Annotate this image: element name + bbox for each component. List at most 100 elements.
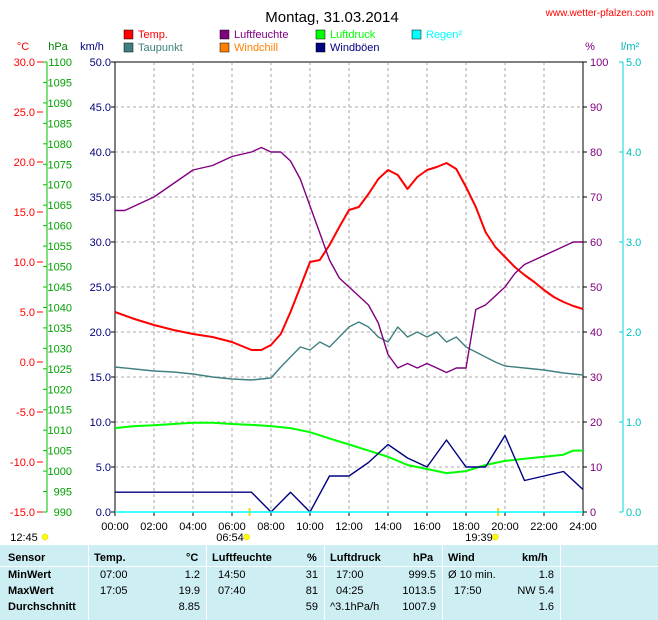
- temp-time: 07:00: [100, 569, 128, 581]
- humidity-time: 14:50: [218, 569, 246, 581]
- time-tick-label: 14:00: [374, 521, 402, 533]
- wind-tick-label: 30.0: [90, 237, 111, 249]
- temp-tick-label: 30.0: [14, 57, 35, 69]
- pressure-tick-label: 995: [54, 487, 72, 499]
- pressure-tick-label: 1030: [48, 343, 72, 355]
- sunrise-icon: [243, 533, 250, 541]
- humidity-value: 81: [305, 585, 318, 597]
- humidity-tick-label: 50: [590, 282, 602, 294]
- pressure-tick-label: 1060: [48, 221, 72, 233]
- header-sensor: Sensor: [8, 552, 46, 564]
- legend-swatch: [219, 42, 230, 53]
- legend: Temp. Luftfeuchte Luftdruck Regen² Taupunkt W…: [123, 29, 462, 54]
- pressure-tick-label: 1055: [48, 241, 72, 253]
- time-tick-label: 08:00: [257, 521, 285, 533]
- pressure-tick-label: 1045: [48, 282, 72, 294]
- temp-tick-label: 5.0: [20, 307, 35, 319]
- rain-tick-label: 2.0: [626, 327, 641, 339]
- sunset-label: 19:39: [465, 532, 493, 544]
- time-tick-label: 20:00: [491, 521, 519, 533]
- unit-humidity: %: [585, 41, 595, 53]
- pressure-tick-label: 1100: [48, 57, 72, 69]
- pressure-tick-label: 1090: [48, 98, 72, 110]
- pressure-time: 04:25: [336, 585, 364, 597]
- humidity-tick-label: 30: [590, 372, 602, 384]
- wind-tick-label: 45.0: [90, 102, 111, 114]
- wind-time: Ø 10 min.: [448, 569, 496, 581]
- legend-label: Taupunkt: [138, 42, 183, 54]
- rain-tick-label: 3.0: [626, 237, 641, 249]
- pressure-value: 999.5: [408, 569, 436, 581]
- series-luftfeuchte: [115, 146, 583, 374]
- legend-label: Regen²: [426, 29, 462, 41]
- rain-tick-label: 1.0: [626, 417, 641, 429]
- legend-swatch: [219, 29, 230, 40]
- pressure-tick-label: 1025: [48, 364, 72, 376]
- humidity-tick-label: 40: [590, 327, 602, 339]
- temp-value: 8.85: [178, 601, 200, 613]
- temp-tick-label: -15.0: [10, 507, 35, 519]
- temp-tick-label: 25.0: [14, 107, 35, 119]
- legend-label: Luftfeuchte: [234, 29, 288, 41]
- temp-value: 1.2: [184, 569, 200, 581]
- wind-tick-label: 10.0: [90, 417, 111, 429]
- unit-pressure: hPa: [48, 41, 68, 53]
- pressure-tick-label: 1050: [48, 262, 72, 274]
- unit-rain: l/m²: [621, 41, 640, 53]
- wind-tick-label: 40.0: [90, 147, 111, 159]
- wind-tick-label: 50.0: [90, 57, 111, 69]
- pressure-tick-label: 1095: [48, 77, 72, 89]
- unit-temp: °C: [17, 41, 29, 53]
- time-tick-label: 24:00: [569, 521, 597, 533]
- header-pressure-unit: hPa: [413, 552, 434, 564]
- legend-swatch: [123, 42, 134, 53]
- pressure-tick-label: 1000: [48, 466, 72, 478]
- series-taupunkt: [114, 321, 584, 381]
- wind-tick-label: 5.0: [96, 462, 111, 474]
- pressure-value: 1013.5: [402, 585, 436, 597]
- wind-value: 1.6: [538, 601, 554, 613]
- time-tick-label: 00:00: [101, 521, 129, 533]
- rain-tick-label: 4.0: [626, 147, 641, 159]
- moon-label: 12:45: [10, 532, 38, 544]
- time-tick-label: 04:00: [179, 521, 207, 533]
- temp-tick-label: -10.0: [10, 457, 35, 469]
- wind-value: 1.8: [538, 569, 554, 581]
- temp-tick-label: 0.0: [20, 357, 35, 369]
- pressure-value: 1007.9: [402, 601, 436, 613]
- header-temp-unit: °C: [186, 552, 199, 564]
- pressure-tick-label: 1035: [48, 323, 72, 335]
- time-tick-label: 22:00: [530, 521, 558, 533]
- humidity-value: 31: [305, 569, 318, 581]
- legend-swatch: [315, 29, 326, 40]
- time-tick-label: 16:00: [413, 521, 441, 533]
- header-wind-unit: km/h: [522, 552, 548, 564]
- wind-value: NW 5.4: [517, 585, 554, 597]
- pressure-time: 17:00: [336, 569, 364, 581]
- temp-tick-label: 10.0: [14, 257, 35, 269]
- time-tick-label: 12:00: [335, 521, 363, 533]
- weather-chart: Montag, 31.03.2014 www.wetter-pfalzen.co…: [10, 8, 654, 544]
- time-tick-label: 10:00: [296, 521, 324, 533]
- humidity-tick-label: 60: [590, 237, 602, 249]
- legend-swatch: [315, 42, 326, 53]
- legend-label: Windböen: [330, 42, 380, 54]
- pressure-tick-label: 1070: [48, 180, 72, 192]
- pressure-tick-label: 1015: [48, 405, 72, 417]
- temp-time: 17:05: [100, 585, 128, 597]
- pressure-tick-label: 1085: [48, 118, 72, 130]
- legend-swatch: [411, 29, 422, 40]
- time-tick-label: 06:00: [218, 521, 246, 533]
- wind-tick-label: 35.0: [90, 192, 111, 204]
- sunrise-label: 06:54: [216, 532, 244, 544]
- header-wind: Wind: [448, 552, 475, 564]
- pressure-tick-label: 1010: [48, 425, 72, 437]
- wind-tick-label: 15.0: [90, 372, 111, 384]
- series-windb-en: [115, 434, 584, 513]
- rain-tick-label: 5.0: [626, 57, 641, 69]
- temp-value: 19.9: [178, 585, 200, 597]
- humidity-tick-label: 80: [590, 147, 602, 159]
- site-link[interactable]: www.wetter-pfalzen.com: [545, 8, 654, 19]
- humidity-tick-label: 20: [590, 417, 602, 429]
- temp-tick-label: -5.0: [16, 407, 35, 419]
